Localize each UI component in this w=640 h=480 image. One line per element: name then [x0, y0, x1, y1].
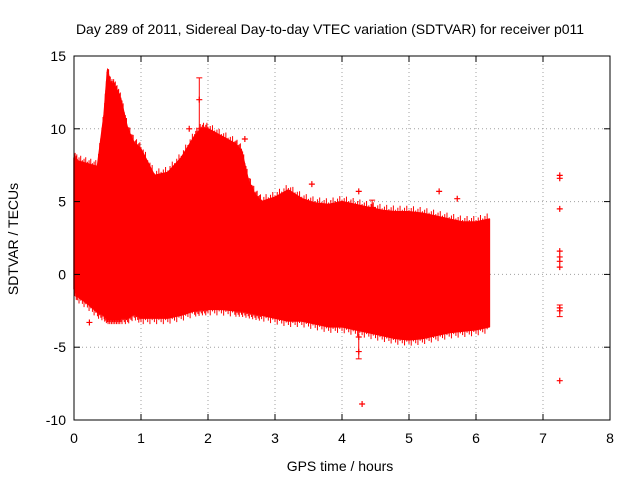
x-tick-label: 6: [472, 430, 480, 446]
x-tick-label: 0: [70, 430, 78, 446]
data-point: [359, 400, 366, 407]
data-point: [556, 248, 563, 255]
data-point: [86, 319, 93, 326]
data-point: [241, 135, 248, 142]
y-tick-label: 10: [50, 121, 66, 137]
x-tick-label: 2: [204, 430, 212, 446]
x-tick-label: 1: [137, 430, 145, 446]
y-tick-label: 0: [58, 266, 66, 282]
chart-title: Day 289 of 2011, Sidereal Day-to-day VTE…: [76, 21, 584, 37]
data-point: [556, 258, 563, 265]
data-point: [355, 334, 362, 341]
data-point: [556, 377, 563, 384]
axis-ticks: 0 1 2 3 4 5 6 7 8 -10 -5 0 5 10 15: [46, 48, 614, 446]
x-axis-label: GPS time / hours: [287, 458, 394, 474]
data-point: [196, 96, 203, 103]
data-point: [355, 188, 362, 195]
data-layer: [73, 68, 563, 407]
data-point: [308, 181, 315, 188]
data-point: [556, 307, 563, 314]
error-bar: [196, 77, 203, 130]
y-tick-label: -10: [46, 412, 66, 428]
x-tick-label: 7: [539, 430, 547, 446]
data-point: [355, 348, 362, 355]
data-point: [369, 204, 376, 211]
data-point: [454, 195, 461, 202]
x-tick-label: 5: [405, 430, 413, 446]
y-tick-label: 5: [58, 194, 66, 210]
data-point: [436, 188, 443, 195]
y-tick-label: -5: [54, 339, 67, 355]
x-tick-label: 8: [606, 430, 614, 446]
data-point: [556, 205, 563, 212]
data-point: [556, 264, 563, 271]
data-point: [556, 175, 563, 182]
y-axis-label: SDTVAR / TECUs: [5, 183, 21, 295]
x-tick-label: 4: [338, 430, 346, 446]
y-tick-label: 15: [50, 48, 66, 64]
data-point: [112, 154, 119, 161]
x-tick-label: 3: [271, 430, 279, 446]
data-point: [186, 125, 193, 132]
